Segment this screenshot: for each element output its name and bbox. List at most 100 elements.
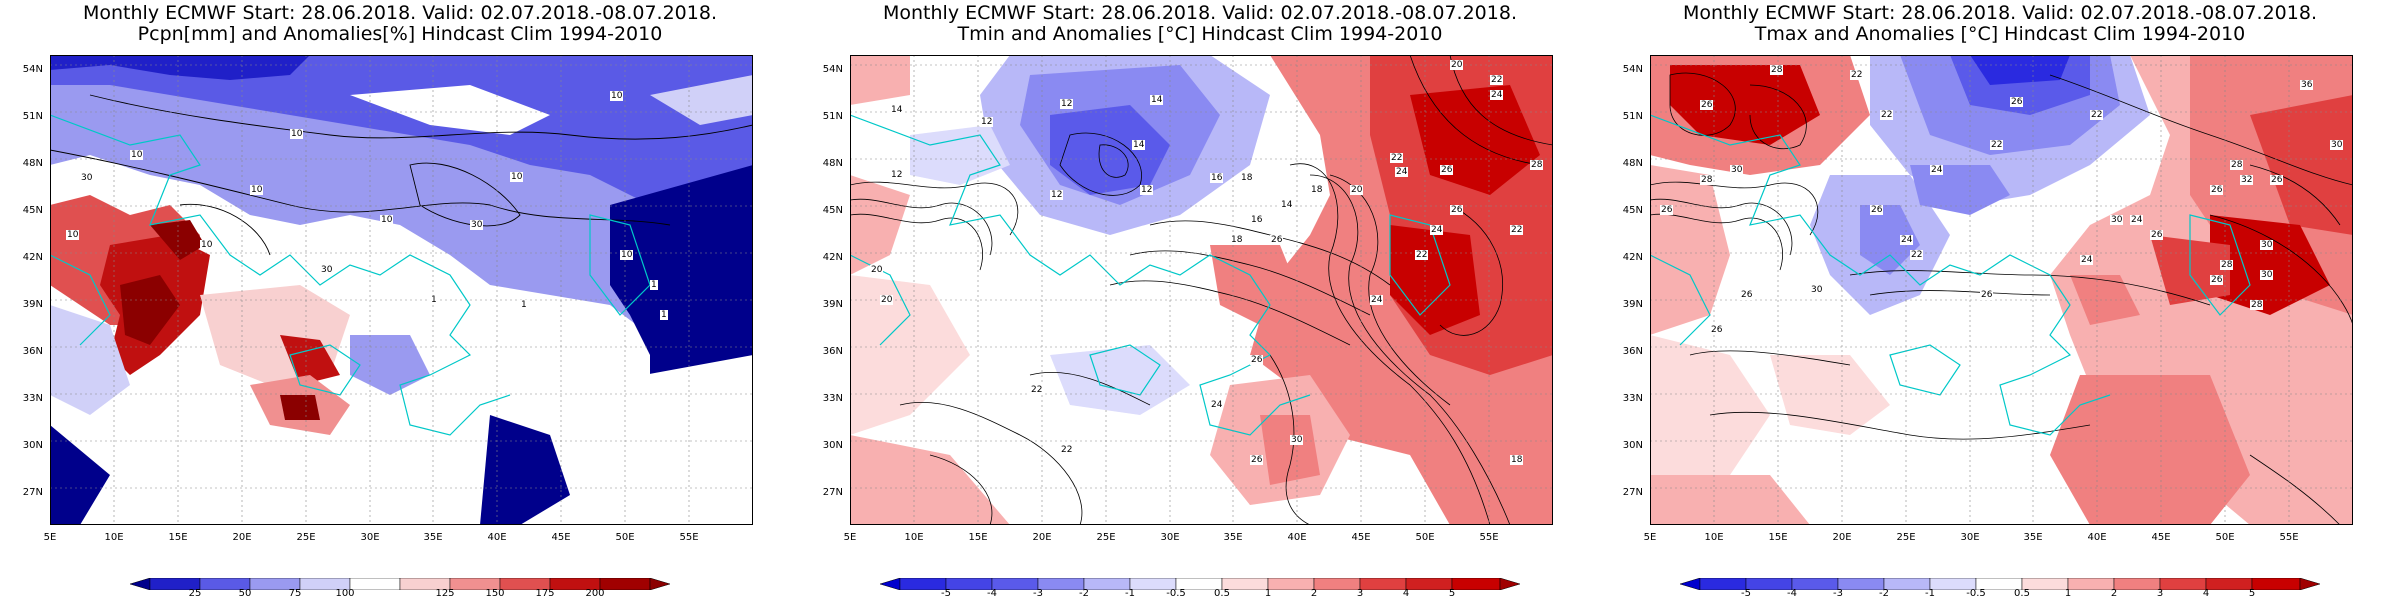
- contour-label: 26: [1250, 455, 1264, 465]
- lon-label: 15E: [1768, 532, 1788, 543]
- precip-colorbar: [130, 578, 670, 590]
- lon-label: 30E: [1160, 532, 1180, 543]
- colorbar-label: 100: [335, 588, 355, 599]
- lat-label: 45N: [22, 205, 43, 216]
- contour-label: 26: [1660, 205, 1674, 215]
- tmin-colorbar: [880, 578, 1520, 590]
- panel-title-line1: Monthly ECMWF Start: 28.06.2018. Valid: …: [1683, 2, 2317, 24]
- lat-label: 33N: [1622, 393, 1643, 404]
- contour-label: 22: [1390, 153, 1404, 163]
- contour-label: 16: [1250, 215, 1264, 225]
- contour-label: 10: [130, 150, 144, 160]
- contour-label: 22: [1030, 385, 1044, 395]
- contour-label: 10: [380, 215, 394, 225]
- tmin-panel: Monthly ECMWF Start: 28.06.2018. Valid: …: [800, 0, 1600, 600]
- contour-label: 26: [2150, 230, 2164, 240]
- lon-label: 5E: [843, 532, 857, 543]
- lon-label: 10E: [904, 532, 924, 543]
- lon-label: 35E: [423, 532, 443, 543]
- colorbar-label: 2: [2110, 588, 2118, 599]
- contour-label: 22: [1060, 445, 1074, 455]
- colorbar-label: 3: [1356, 588, 1364, 599]
- contour-label: 24: [1395, 167, 1409, 177]
- contour-label: 18: [1510, 455, 1524, 465]
- contour-label: 20: [1450, 60, 1464, 70]
- lon-label: 15E: [168, 532, 188, 543]
- colorbar-label: -5: [1741, 588, 1751, 599]
- colorbar-label: -4: [1787, 588, 1797, 599]
- lat-label: 30N: [1622, 440, 1643, 451]
- lon-label: 50E: [615, 532, 635, 543]
- contour-label: 10: [620, 250, 634, 260]
- lat-label: 36N: [22, 346, 43, 357]
- contour-label: 26: [1250, 355, 1264, 365]
- colorbar-label: 1: [1264, 588, 1272, 599]
- lat-label: 45N: [1622, 205, 1643, 216]
- colorbar-label: 200: [585, 588, 605, 599]
- contour-label: 24: [1490, 90, 1504, 100]
- lon-label: 45E: [551, 532, 571, 543]
- colorbar-label: 0.5: [2014, 588, 2030, 599]
- contour-label: 26: [2270, 175, 2284, 185]
- contour-label: 20: [1350, 185, 1364, 195]
- colorbar-label: 5: [2248, 588, 2256, 599]
- contour-label: 22: [1850, 70, 1864, 80]
- contour-label: 1: [650, 280, 658, 290]
- contour-label: 24: [1430, 225, 1444, 235]
- colorbar-label: -0.5: [1166, 588, 1186, 599]
- lat-label: 33N: [22, 393, 43, 404]
- contour-label: 36: [2300, 80, 2314, 90]
- lon-label: 10E: [1704, 532, 1724, 543]
- contour-label: 20: [870, 265, 884, 275]
- tmax-map-field: [1650, 55, 2353, 525]
- contour-label: 30: [2110, 215, 2124, 225]
- contour-label: 24: [1210, 400, 1224, 410]
- lon-label: 35E: [1223, 532, 1243, 543]
- lat-label: 48N: [22, 158, 43, 169]
- tmax-panel: Monthly ECMWF Start: 28.06.2018. Valid: …: [1600, 0, 2400, 600]
- contour-label: 14: [1280, 200, 1294, 210]
- lat-label: 39N: [1622, 299, 1643, 310]
- contour-label: 30: [80, 173, 94, 183]
- contour-label: 24: [1930, 165, 1944, 175]
- lon-label: 55E: [679, 532, 699, 543]
- contour-label: 30: [2330, 140, 2344, 150]
- contour-label: 10: [250, 185, 264, 195]
- colorbar-label: -4: [987, 588, 997, 599]
- panel-title-line2: Tmin and Anomalies [°C] Hindcast Clim 19…: [957, 23, 1443, 45]
- contour-label: 20: [880, 295, 894, 305]
- lat-label: 51N: [1622, 111, 1643, 122]
- lat-label: 27N: [822, 487, 843, 498]
- contour-label: 26: [1700, 100, 1714, 110]
- contour-label: 10: [200, 240, 214, 250]
- contour-label: 26: [1710, 325, 1724, 335]
- contour-label: 12: [1050, 190, 1064, 200]
- lat-label: 30N: [822, 440, 843, 451]
- contour-label: 26: [1870, 205, 1884, 215]
- colorbar-label: 4: [2202, 588, 2210, 599]
- contour-label: 24: [1900, 235, 1914, 245]
- precip-map-field: [50, 55, 753, 525]
- contour-label: 22: [2090, 110, 2104, 120]
- colorbar-label: 5: [1448, 588, 1456, 599]
- contour-label: 22: [1880, 110, 1894, 120]
- lat-label: 42N: [822, 252, 843, 263]
- lon-label: 40E: [487, 532, 507, 543]
- lon-label: 5E: [1643, 532, 1657, 543]
- lat-label: 51N: [822, 111, 843, 122]
- contour-label: 26: [1270, 235, 1284, 245]
- contour-label: 10: [66, 230, 80, 240]
- colorbar-label: -5: [941, 588, 951, 599]
- lon-label: 45E: [1351, 532, 1371, 543]
- lat-label: 39N: [22, 299, 43, 310]
- contour-label: 30: [1810, 285, 1824, 295]
- colorbar-label: 150: [485, 588, 505, 599]
- contour-label: 10: [290, 129, 304, 139]
- contour-label: 26: [2210, 185, 2224, 195]
- lon-label: 5E: [43, 532, 57, 543]
- contour-label: 28: [2250, 300, 2264, 310]
- colorbar-label: -3: [1833, 588, 1843, 599]
- lon-label: 30E: [1960, 532, 1980, 543]
- contour-label: 18: [1240, 173, 1254, 183]
- contour-label: 32: [2240, 175, 2254, 185]
